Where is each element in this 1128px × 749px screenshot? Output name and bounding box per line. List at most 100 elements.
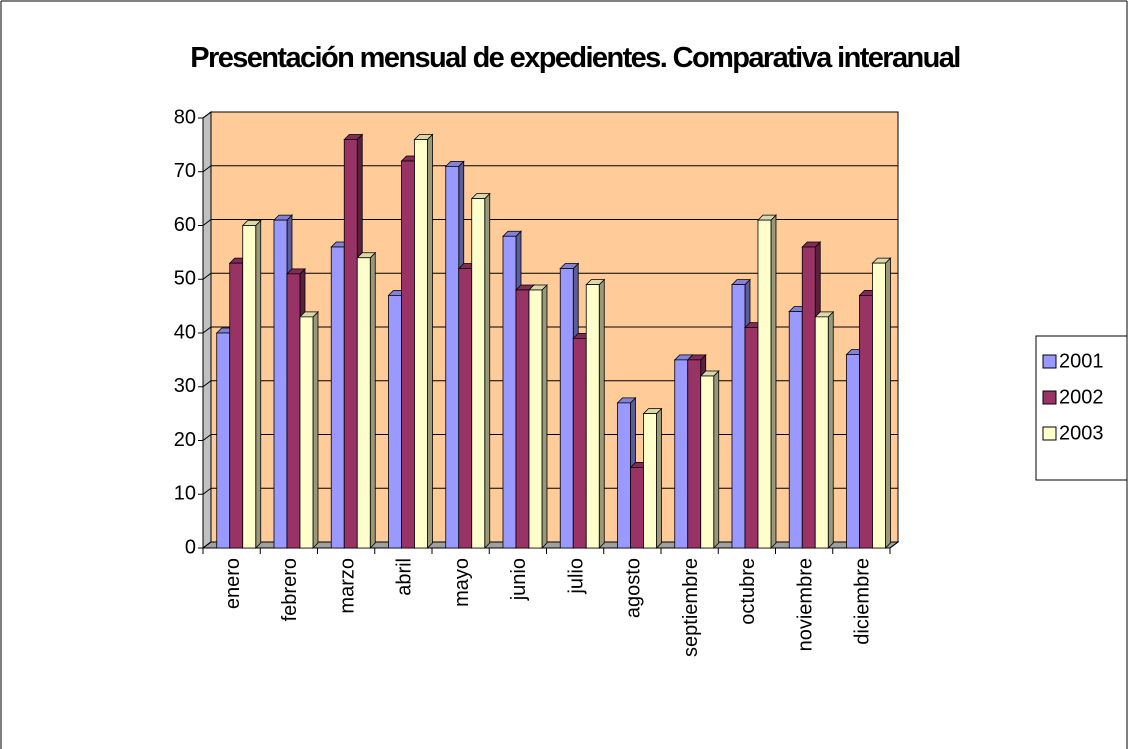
bar — [585, 278, 606, 549]
y-tick-label: 80 — [174, 106, 196, 128]
bar-face — [731, 284, 746, 549]
grid-line — [202, 487, 898, 495]
bar-face — [687, 359, 702, 549]
legend-swatch — [1042, 390, 1057, 405]
bar-face — [273, 219, 288, 549]
bar-face — [515, 289, 530, 549]
bar — [413, 133, 434, 549]
bar-face — [788, 311, 803, 549]
bar-face — [846, 354, 860, 549]
bar-face — [369, 251, 376, 549]
y-tick-label: 0 — [185, 536, 196, 558]
y-tick-label: 40 — [174, 321, 196, 343]
bar-face — [388, 294, 402, 549]
bar-face — [770, 214, 777, 549]
bar-face — [559, 268, 574, 549]
grid-line — [202, 326, 898, 334]
x-tick-label: diciembre — [852, 558, 874, 645]
bar-face — [229, 262, 244, 549]
legend-swatch — [1042, 354, 1057, 369]
y-tick-label: 20 — [174, 429, 196, 451]
bar-face — [656, 407, 662, 549]
x-tick-label: julio — [565, 558, 587, 595]
bar-face — [744, 327, 759, 549]
grid-line — [202, 541, 898, 549]
bar — [871, 257, 892, 549]
y-tick-label: 30 — [174, 375, 196, 397]
bar-face — [356, 257, 371, 549]
bar-face — [872, 262, 886, 549]
bar-face — [801, 246, 816, 549]
bar-face — [617, 402, 631, 549]
x-tick-label: agosto — [623, 558, 645, 618]
x-axis — [889, 541, 899, 549]
x-tick-label: octubre — [737, 558, 759, 625]
bar-face — [827, 310, 834, 549]
bar-face — [630, 466, 644, 549]
bar-face — [445, 165, 460, 549]
legend-label: 2003 — [1059, 422, 1104, 444]
y-tick-label: 70 — [174, 160, 196, 182]
bar-face — [814, 316, 829, 549]
legend-label: 2002 — [1059, 386, 1104, 408]
grid-line — [202, 272, 898, 280]
bar-face — [427, 133, 433, 549]
bar-face — [572, 337, 587, 549]
bar-face — [674, 359, 689, 549]
bar-face — [484, 192, 491, 549]
bar-face — [286, 273, 301, 549]
grid-line — [202, 380, 898, 388]
bar-face — [471, 198, 486, 549]
bar — [642, 407, 663, 549]
bar-face — [885, 257, 891, 549]
bar-face — [299, 316, 314, 549]
bar-face — [458, 268, 473, 549]
bar-face — [528, 289, 543, 549]
grid-line — [202, 111, 898, 119]
bar — [699, 370, 720, 549]
bar-face — [859, 294, 873, 549]
y-tick-label: 10 — [174, 483, 196, 505]
bar-face — [216, 332, 231, 549]
bar-face — [330, 246, 345, 549]
bar-face — [502, 235, 517, 549]
bar-face — [643, 413, 657, 549]
bar — [528, 284, 548, 549]
x-tick-label: febrero — [279, 558, 301, 621]
bar-face — [541, 284, 548, 549]
bar — [814, 310, 835, 549]
chart-title: Presentación mensual de expedientes. Com… — [190, 42, 961, 74]
y-tick-label: 60 — [174, 214, 196, 236]
bar — [757, 214, 777, 549]
bar — [470, 192, 491, 549]
y-tick-label: 50 — [174, 268, 196, 290]
x-tick-label: abril — [394, 558, 416, 596]
bar-face — [343, 139, 358, 549]
x-tick-label: noviembre — [794, 558, 816, 651]
bar-face — [255, 219, 262, 549]
bar-face — [585, 284, 600, 549]
bar — [356, 251, 377, 549]
grid-line — [202, 434, 898, 441]
bar-face — [757, 219, 772, 549]
bar — [299, 310, 319, 549]
legend-swatch — [1042, 426, 1057, 441]
bar-face — [700, 375, 715, 549]
x-tick-label: mayo — [451, 558, 473, 607]
bar-face — [598, 278, 605, 549]
bar-face — [401, 160, 415, 549]
bar-face — [242, 225, 257, 549]
bar-face — [312, 310, 319, 549]
x-tick-label: septiembre — [680, 558, 702, 657]
grid-line — [202, 219, 898, 226]
bar — [241, 219, 262, 549]
x-tick-label: marzo — [336, 558, 358, 614]
legend-label: 2001 — [1059, 350, 1104, 372]
bar-face — [713, 370, 720, 549]
x-tick-label: junio — [508, 558, 530, 601]
bar-face — [414, 139, 428, 549]
x-tick-label: enero — [222, 558, 244, 609]
grid-line — [202, 165, 898, 173]
